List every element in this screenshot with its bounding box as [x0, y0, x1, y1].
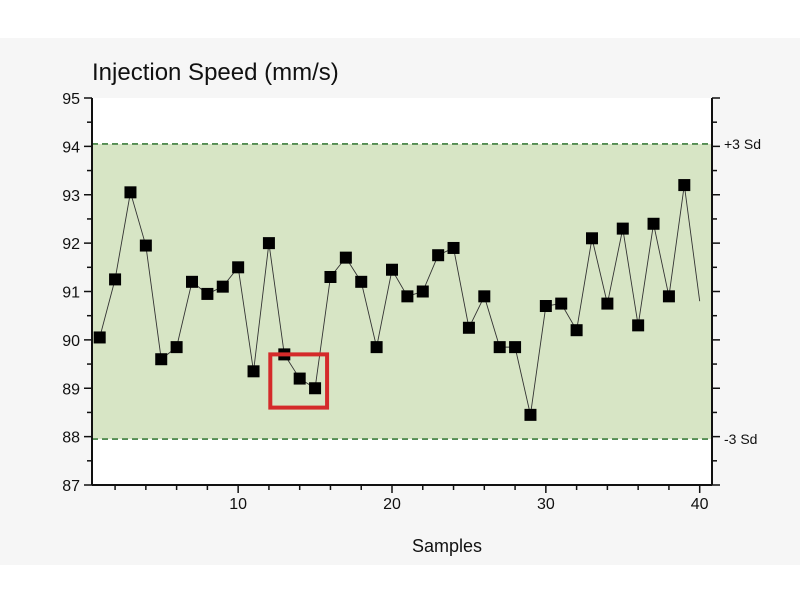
- x-tick-label: 20: [383, 496, 401, 513]
- y-tick-label: 87: [62, 478, 80, 495]
- y-tick-label: 94: [62, 139, 80, 156]
- x-axis-label: Samples: [412, 536, 482, 556]
- highlight-box: [268, 352, 330, 410]
- data-point: [201, 287, 214, 300]
- data-point: [186, 275, 198, 288]
- data-point: [170, 341, 183, 354]
- y-tick-label: 89: [62, 381, 80, 398]
- data-point: [632, 319, 645, 332]
- data-point: [662, 290, 675, 303]
- y-tick-label: 92: [62, 236, 80, 253]
- y-tick-label: 91: [62, 285, 80, 302]
- data-point: [601, 297, 614, 310]
- data-point: [555, 297, 568, 310]
- control-limit-label: +3 Sd: [724, 136, 761, 152]
- x-tick-label: 10: [229, 496, 247, 513]
- y-tick-label: 90: [62, 333, 80, 350]
- data-point: [524, 408, 537, 421]
- data-point: [232, 261, 245, 274]
- data-point: [478, 290, 491, 303]
- data-point: [678, 179, 691, 192]
- data-point: [324, 270, 337, 283]
- data-point: [386, 263, 398, 276]
- y-tick-label: 95: [62, 91, 80, 108]
- data-point: [124, 186, 137, 199]
- data-point: [293, 372, 306, 385]
- control-limit-label: -3 Sd: [724, 431, 757, 447]
- data-point: [370, 341, 383, 354]
- data-point: [139, 239, 152, 252]
- data-point: [570, 324, 583, 337]
- data-point: [539, 300, 552, 313]
- data-point: [401, 290, 414, 303]
- data-point: [616, 222, 629, 235]
- data-point: [155, 353, 168, 366]
- data-point: [493, 341, 506, 354]
- data-point: [247, 365, 260, 378]
- data-point: [462, 321, 475, 334]
- data-point: [416, 285, 429, 298]
- chart-title: Injection Speed (mm/s): [92, 59, 339, 86]
- y-tick-label: 88: [62, 430, 80, 447]
- data-point: [647, 217, 660, 230]
- data-point: [262, 237, 275, 250]
- data-point: [355, 275, 368, 288]
- data-point: [509, 341, 522, 354]
- data-point: [309, 382, 322, 395]
- y-tick-label: 93: [62, 188, 80, 205]
- data-point: [432, 249, 445, 262]
- data-point: [586, 232, 598, 245]
- data-point: [447, 241, 460, 254]
- series-line: [99, 185, 701, 415]
- data-point: [216, 280, 229, 293]
- x-tick-label: 40: [691, 496, 709, 513]
- data-point: [93, 331, 106, 344]
- data-point: [109, 273, 122, 286]
- x-tick-label: 30: [537, 496, 555, 513]
- data-point: [339, 251, 352, 264]
